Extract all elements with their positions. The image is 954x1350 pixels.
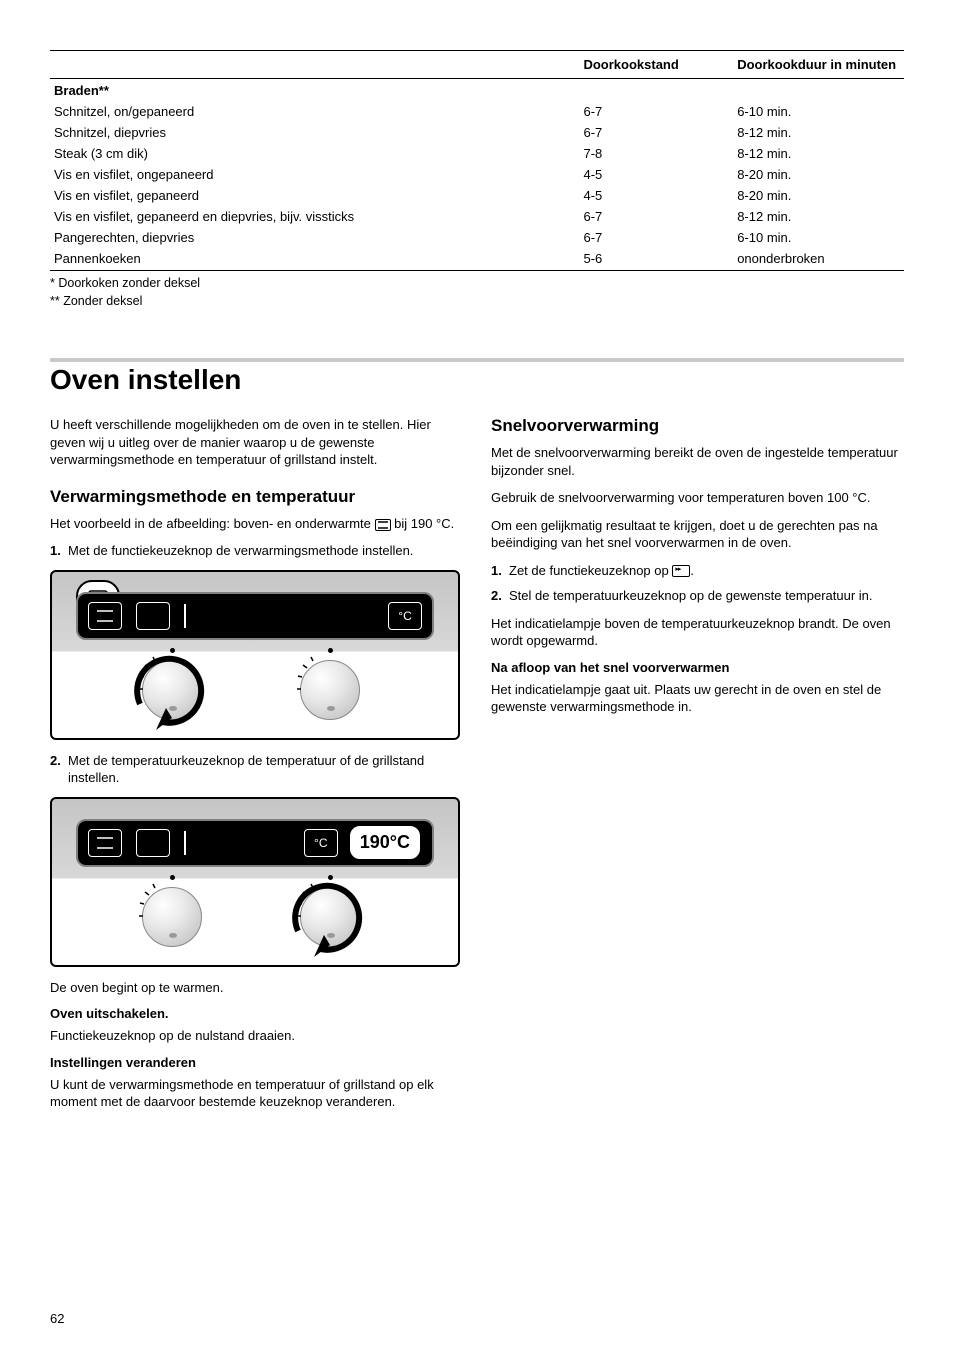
table-row: Pannenkoeken5-6ononderbroken: [50, 248, 904, 271]
page-number: 62: [50, 1311, 64, 1326]
table-header-level: Doorkookstand: [579, 51, 733, 79]
table-row: Schnitzel, diepvries6-78-12 min.: [50, 122, 904, 143]
cooking-table: Doorkookstand Doorkookduur in minuten Br…: [50, 50, 904, 271]
example-paragraph: Het voorbeeld in de afbeelding: boven- e…: [50, 515, 463, 533]
fast-preheat-p3: Om een gelijkmatig resultaat te krijgen,…: [491, 517, 904, 552]
fast-preheat-p2: Gebruik de snelvoorverwarming voor tempe…: [491, 489, 904, 507]
display-temp-icon: °C: [304, 829, 338, 857]
fast-preheat-icon: [672, 565, 690, 577]
display-separator: [184, 604, 186, 628]
step-2: Met de temperatuurkeuzeknop de temperatu…: [50, 752, 463, 787]
function-knob: [142, 660, 202, 720]
table-row: Schnitzel, on/gepaneerd6-76-10 min.: [50, 101, 904, 122]
table-section-heading: Braden**: [50, 79, 904, 102]
knob-indicator-dot: [170, 648, 175, 653]
table-row: Steak (3 cm dik)7-88-12 min.: [50, 143, 904, 164]
after-preheat-text: Het indicatielampje gaat uit. Plaats uw …: [491, 681, 904, 716]
footnotes: * Doorkoken zonder deksel ** Zonder deks…: [50, 275, 904, 310]
display-separator: [184, 831, 186, 855]
temperature-knob: [300, 887, 360, 947]
after-preheat-heading: Na afloop van het snel voorverwarmen: [491, 660, 904, 675]
switch-off-heading: Oven uitschakelen.: [50, 1006, 463, 1021]
temperature-knob: [300, 660, 360, 720]
display-mode-icon: [88, 829, 122, 857]
right-column: Snelvoorverwarming Met de snelvoorverwar…: [491, 416, 904, 1121]
change-settings-heading: Instellingen veranderen: [50, 1055, 463, 1070]
fast-preheat-heading: Snelvoorverwarming: [491, 416, 904, 436]
heat-mode-icon: [375, 519, 391, 531]
table-row: Vis en visfilet, gepaneerd4-58-20 min.: [50, 185, 904, 206]
oven-warming-text: De oven begint op te warmen.: [50, 979, 463, 997]
intro-text: U heeft verschillende mogelijkheden om d…: [50, 416, 463, 469]
left-column: U heeft verschillende mogelijkheden om d…: [50, 416, 463, 1121]
table-row: Vis en visfilet, gepaneerd en diepvries,…: [50, 206, 904, 227]
step-1: Met de functiekeuzeknop de verwarmingsme…: [50, 542, 463, 560]
preheat-step-2: Stel de temperatuurkeuzeknop op de gewen…: [491, 587, 904, 605]
oven-display: °C: [76, 592, 434, 640]
display-blank-icon: [136, 829, 170, 857]
heating-method-heading: Verwarmingsmethode en temperatuur: [50, 487, 463, 507]
footnote-1: * Doorkoken zonder deksel: [50, 275, 904, 293]
preheat-indicator-text: Het indicatielampje boven de temperatuur…: [491, 615, 904, 650]
change-settings-text: U kunt de verwarmingsmethode en temperat…: [50, 1076, 463, 1111]
display-blank-icon: [136, 602, 170, 630]
footnote-2: ** Zonder deksel: [50, 293, 904, 311]
page-title: Oven instellen: [50, 364, 904, 396]
table-row: Vis en visfilet, ongepaneerd4-58-20 min.: [50, 164, 904, 185]
table-row: Pangerechten, diepvries6-76-10 min.: [50, 227, 904, 248]
preheat-step-1: Zet de functiekeuzeknop op .: [491, 562, 904, 580]
knob-indicator-dot: [328, 875, 333, 880]
table-header-item: [50, 51, 579, 79]
knob-indicator-dot: [170, 875, 175, 880]
oven-display: °C 190°C: [76, 819, 434, 867]
figure-function-knob: °C: [50, 570, 460, 740]
function-knob: [142, 887, 202, 947]
heading-rule: [50, 358, 904, 362]
display-temp-icon: °C: [388, 602, 422, 630]
table-header-duration: Doorkookduur in minuten: [733, 51, 904, 79]
figure-temperature-knob: °C 190°C: [50, 797, 460, 967]
fast-preheat-p1: Met de snelvoorverwarming bereikt de ove…: [491, 444, 904, 479]
display-mode-icon: [88, 602, 122, 630]
switch-off-text: Functiekeuzeknop op de nulstand draaien.: [50, 1027, 463, 1045]
knob-indicator-dot: [328, 648, 333, 653]
temp-readout: 190°C: [348, 824, 422, 861]
